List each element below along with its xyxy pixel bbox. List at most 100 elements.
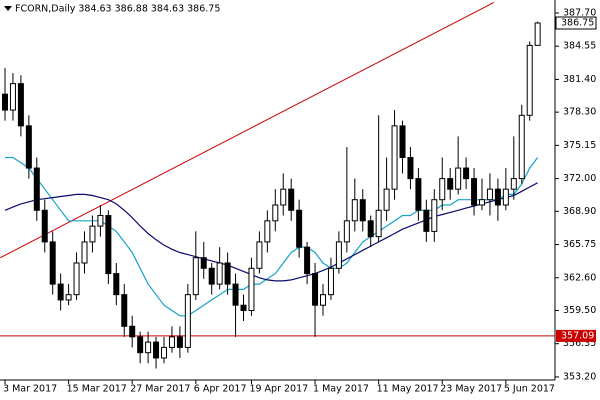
candle-body [534,22,541,46]
candle-body [526,44,533,116]
candle-body [41,209,48,243]
y-tick-label: 362.60 [563,272,596,283]
candle-body [312,273,319,306]
candle-body [224,262,231,285]
candle-body [25,125,32,169]
candle-body [439,178,446,201]
candle-body [335,241,342,269]
candle-body [351,199,358,222]
candle-body [65,294,72,301]
candle-body [431,199,438,232]
candle-body [280,188,287,206]
candle-body [2,93,8,111]
candle-body [161,346,167,359]
candle-body [383,188,390,211]
candle-body [137,336,144,354]
candle-body [327,267,334,296]
candle-body [129,325,136,338]
symbol-icon [4,6,12,11]
candle-body [184,294,191,348]
candle-body [176,336,183,348]
candle-body [121,294,128,327]
candle-body [304,246,311,275]
candle-body [17,83,24,127]
candle-body [113,273,120,296]
x-tick-label: 3 Mar 2017 [3,384,57,395]
candle-body [463,167,470,180]
candle-body [455,167,462,190]
candle-body [479,199,485,206]
candle-body [359,199,366,222]
y-tick-label: 356.35 [563,338,596,349]
candle-body [49,241,56,285]
hline-label-box [556,329,596,342]
candle-body [407,157,414,180]
x-tick-label: 15 Mar 2017 [67,384,127,395]
y-tick-label: 359.50 [563,305,596,316]
candle-body [240,304,247,311]
y-tick-label: 375.15 [563,140,596,151]
candle-body [248,267,255,311]
candle-body [9,83,16,111]
candle-body [502,188,509,206]
y-tick-label: 384.55 [563,41,596,52]
x-tick-label: 1 May 2017 [313,384,369,395]
candle-body [272,204,279,222]
candle-body [471,178,478,206]
x-tick-label: 27 Mar 2017 [130,384,190,395]
trendline [0,1,495,259]
moving-average [4,182,538,282]
y-tick-label: 365.75 [563,239,596,250]
candle-body [168,336,175,348]
candle-body [510,178,517,190]
candle-body [216,262,223,285]
candle-body [145,341,152,354]
hline-label: 357.09 [561,330,594,341]
y-tick-label: 381.40 [563,74,596,85]
y-tick-label: 368.90 [563,206,596,217]
candle-body [200,257,207,269]
candle-body [320,294,326,306]
candle-body [343,220,350,243]
moving-average [5,156,539,317]
candle-body [494,188,501,206]
x-tick-label: 11 May 2017 [377,384,439,395]
price-label-box [555,16,597,30]
candle-body [153,341,160,359]
candle-body [89,225,96,243]
y-tick-label: 353.20 [563,371,596,382]
x-tick-label: 6 Apr 2017 [194,384,247,395]
candle-body [447,178,454,190]
candle-body [296,209,303,248]
candle-body [391,125,398,190]
y-tick-label: 387.70 [563,7,596,18]
x-tick-label: 23 May 2017 [440,384,502,395]
x-tick-label: 19 Apr 2017 [249,384,308,395]
y-tick-label: 378.30 [563,107,596,118]
candle-body [264,220,271,243]
candle-body [208,267,215,285]
candle-body [232,283,239,306]
candle-body [97,215,104,227]
candle-body [73,262,80,296]
candle-body [192,257,199,296]
chart-title: FCORN,Daily 384.63 386.88 384.63 386.75 [15,4,220,15]
current-price-label: 386.75 [561,17,594,28]
candle-body [415,178,422,211]
y-tick-label: 372.00 [563,173,596,184]
x-tick-label: 5 Jun 2017 [504,384,555,395]
candle-body [518,114,525,180]
candle-body [367,220,374,238]
candle-body [375,209,382,238]
candle-body [81,241,88,264]
candle-body [288,188,295,211]
candle-body [486,188,493,201]
candle-body [423,209,430,232]
candle-body [105,215,112,275]
candle-body [399,125,406,159]
candle-body [57,283,64,301]
candle-body [33,167,40,211]
candle-body [256,241,263,269]
